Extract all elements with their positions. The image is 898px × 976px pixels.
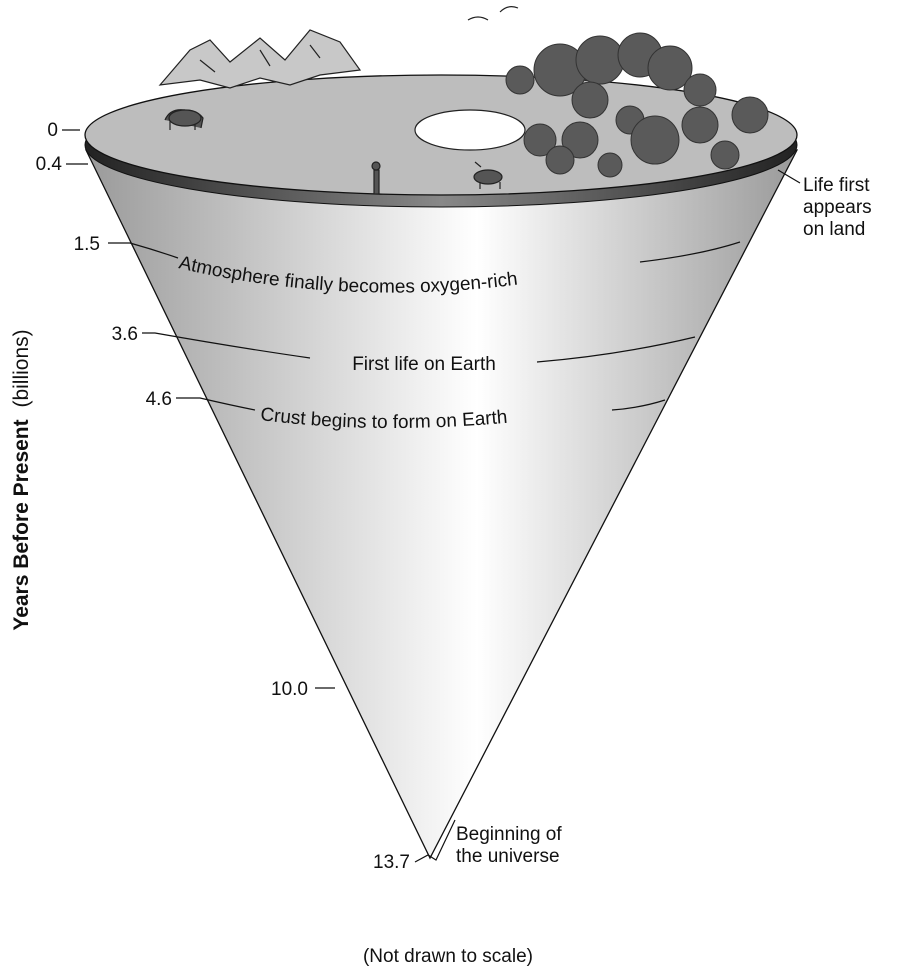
tick-label: 4.6: [146, 389, 172, 410]
land-line: on land: [803, 219, 865, 240]
beginning-line: the universe: [456, 846, 560, 867]
land-line: Life first: [803, 175, 870, 196]
axis-label-bold: Years Before Present: [10, 419, 33, 630]
scenery: [158, 6, 526, 195]
axis-label: Years Before Present (billions): [10, 329, 33, 630]
tick-label: 0: [47, 120, 58, 141]
axis-label-unit: (billions): [10, 329, 33, 407]
land-line: appears: [803, 197, 872, 218]
tick-label: 1.5: [74, 234, 100, 255]
tick-label: 0.4: [36, 154, 63, 175]
tick-label: 3.6: [112, 324, 138, 345]
band-lines: [62, 129, 801, 863]
beginning-label: Beginning of the universe: [456, 824, 567, 867]
forest: [505, 32, 769, 178]
tick-label: 13.7: [373, 852, 410, 873]
event-label: First life on Earth: [352, 354, 496, 375]
tick-label: 10.0: [271, 679, 308, 700]
note: (Not drawn to scale): [363, 946, 533, 967]
beginning-line: Beginning of: [456, 824, 562, 845]
land-label: Life first appears on land: [803, 175, 877, 240]
